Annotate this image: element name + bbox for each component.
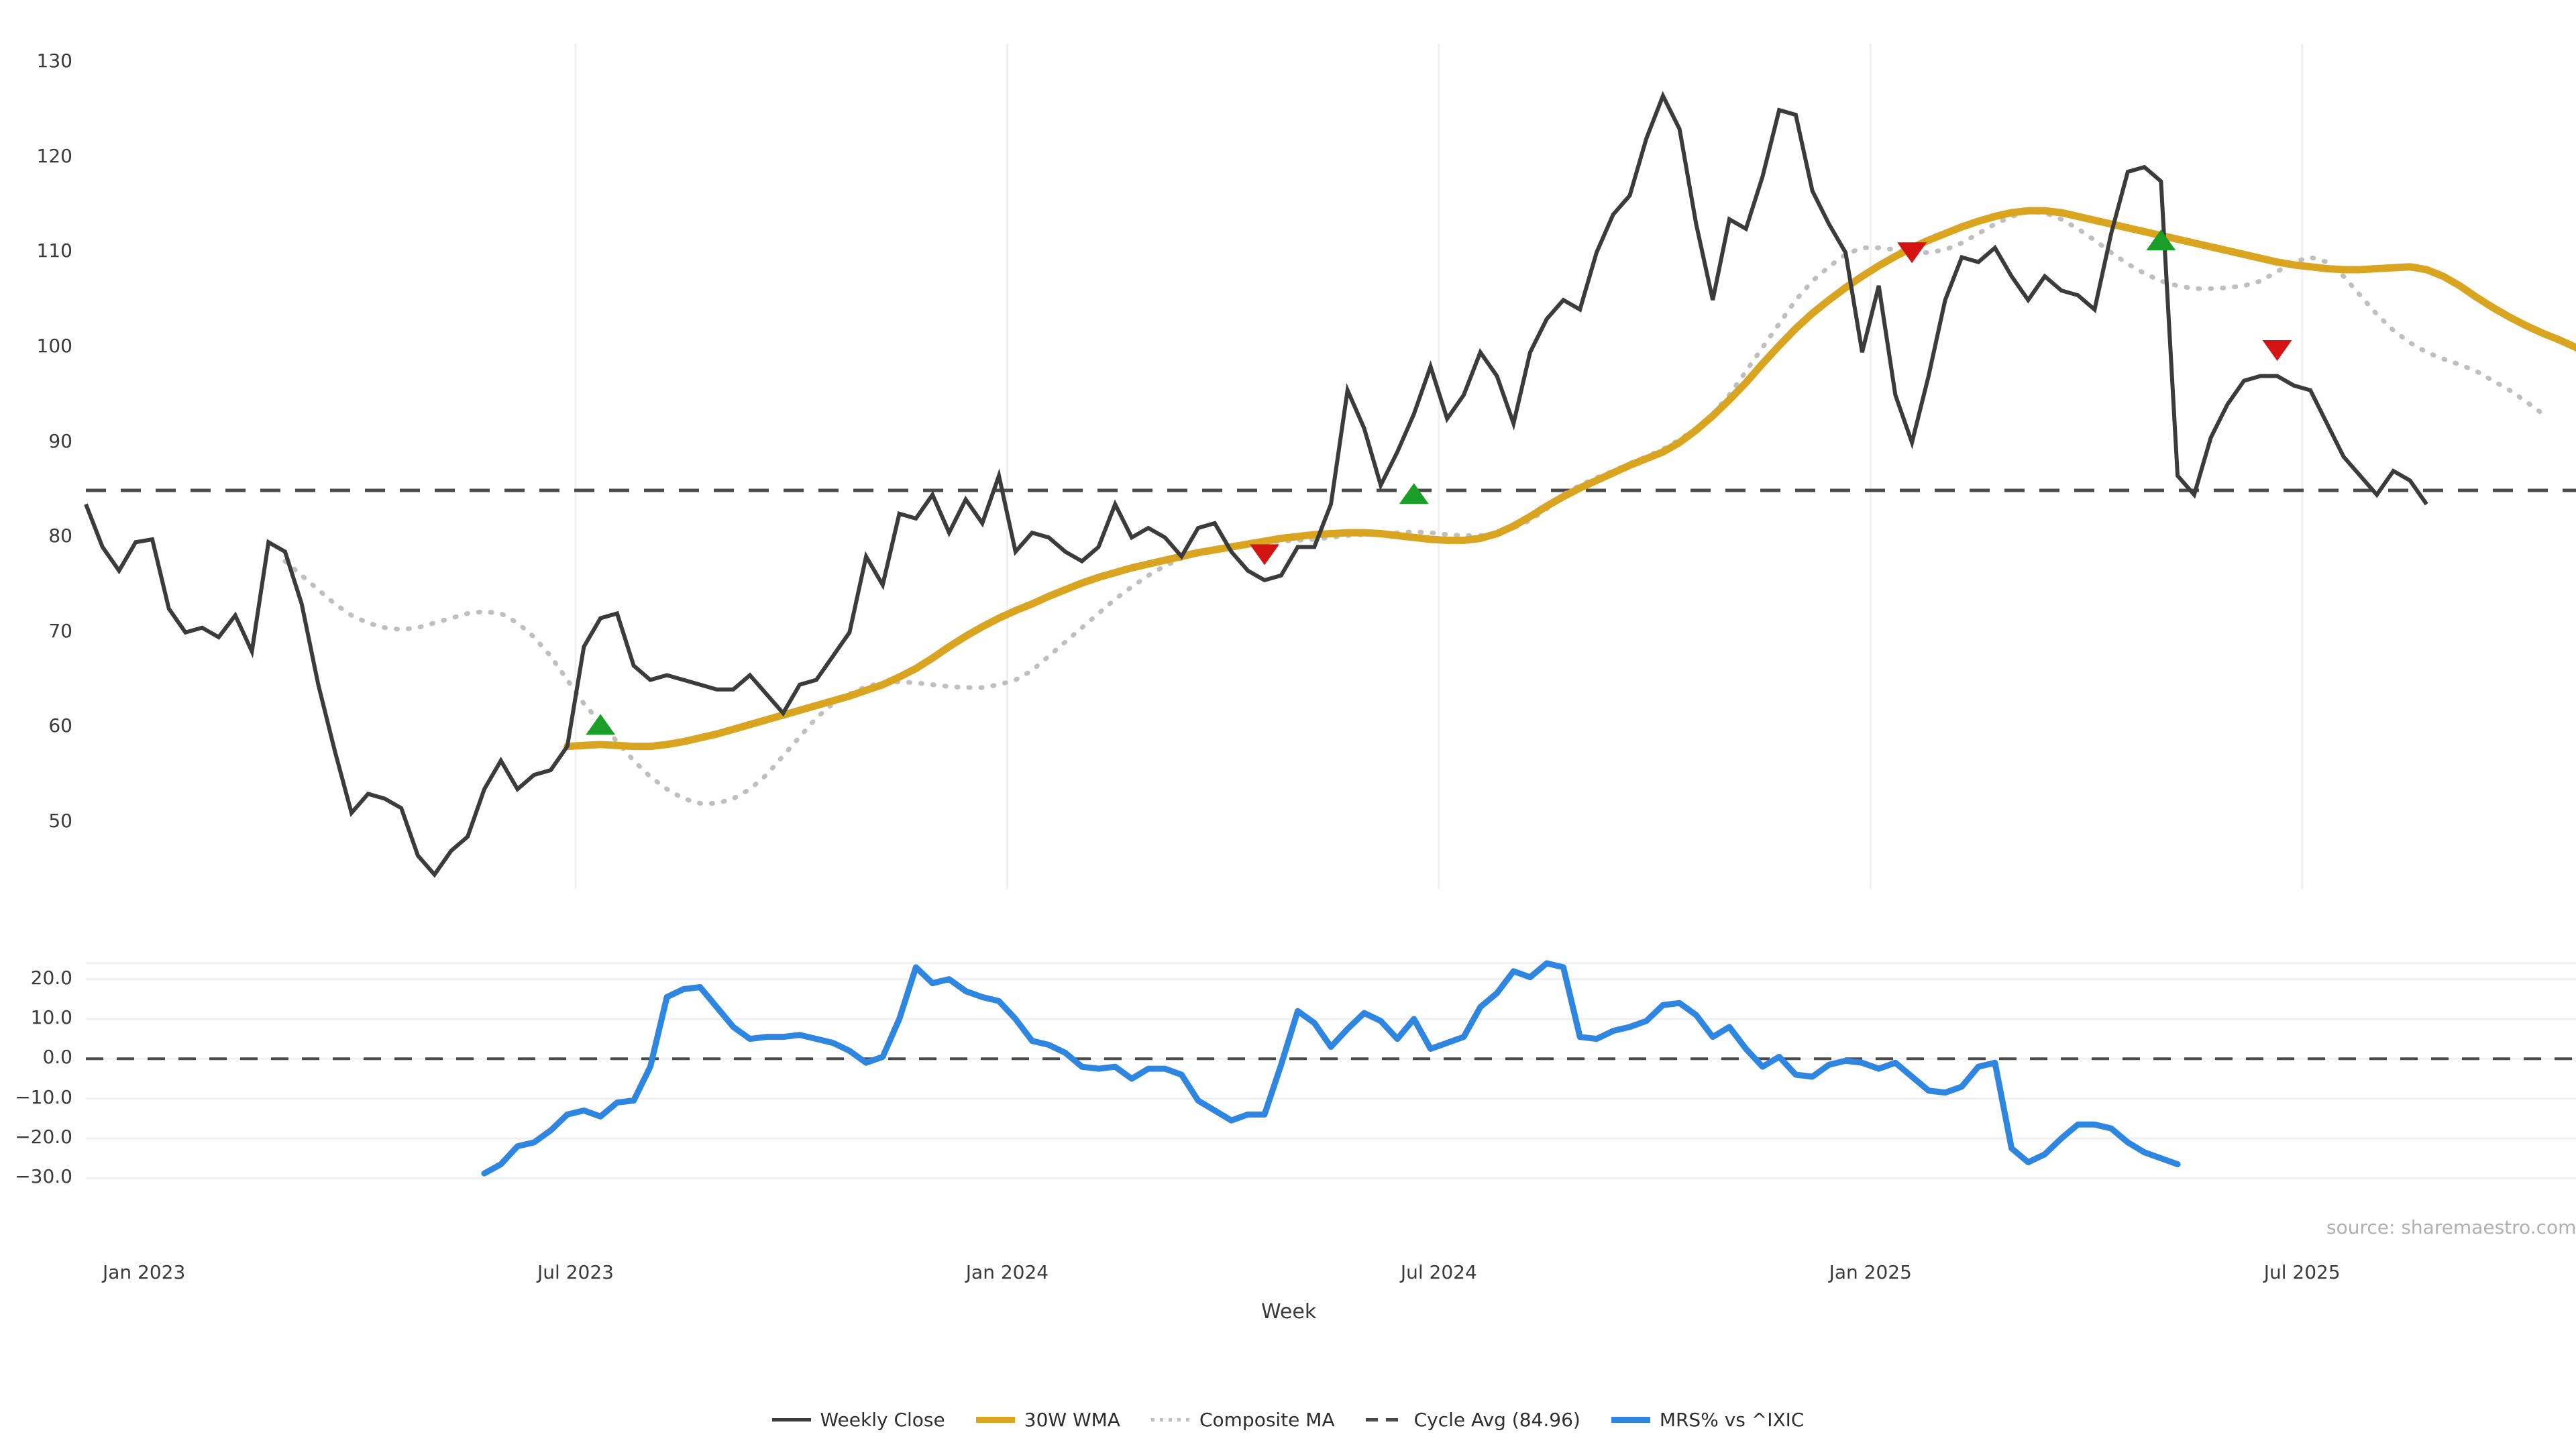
wma-line <box>564 207 2576 751</box>
weekly-close-line <box>84 91 2428 878</box>
legend-item[interactable]: Cycle Avg (84.96) <box>1365 1409 1580 1431</box>
legend-item[interactable]: 30W WMA <box>975 1409 1120 1431</box>
price-chart-canvas <box>0 0 2576 939</box>
mrs-plot-background <box>0 939 2576 1355</box>
price-y-tick: 80 <box>48 525 72 547</box>
x-tick: Jan 2023 <box>102 1261 186 1283</box>
x-tick: Jul 2025 <box>2263 1261 2341 1283</box>
sell-signal-marker <box>1897 242 1927 264</box>
legend-label: Composite MA <box>1199 1409 1335 1431</box>
legend-item[interactable]: Weekly Close <box>771 1409 945 1431</box>
legend-swatch <box>771 1418 811 1421</box>
legend-item[interactable]: MRS% vs ^IXIC <box>1611 1409 1805 1431</box>
sell-signal-marker <box>1250 544 1280 566</box>
mrs-y-tick: −10.0 <box>15 1085 72 1108</box>
price-y-tick: 110 <box>36 239 72 262</box>
buy-signal-marker <box>2146 229 2176 251</box>
legend-label: Weekly Close <box>820 1409 945 1431</box>
price-y-tick: 100 <box>36 335 72 358</box>
legend-label: 30W WMA <box>1024 1409 1120 1431</box>
mrs-line <box>481 960 2181 1177</box>
legend-label: MRS% vs ^IXIC <box>1659 1409 1805 1431</box>
x-tick: Jul 2023 <box>537 1261 614 1283</box>
legend-swatch <box>1365 1418 1405 1421</box>
price-y-tick: 70 <box>48 619 72 642</box>
price-y-tick: 130 <box>36 50 72 72</box>
x-tick: Jan 2025 <box>1829 1261 1912 1283</box>
legend-item[interactable]: Composite MA <box>1150 1409 1335 1431</box>
chart-legend: Weekly Close 30W WMA Composite MA Cycle Avg… <box>0 1409 2576 1431</box>
price-y-tick: 60 <box>48 714 72 737</box>
mrs-y-tick: −20.0 <box>15 1125 72 1148</box>
mrs-y-tick: 20.0 <box>30 966 72 989</box>
x-tick: Jul 2024 <box>1400 1261 1477 1283</box>
legend-swatch <box>975 1417 1015 1423</box>
mrs-y-tick: 10.0 <box>30 1006 72 1028</box>
price-plot-background <box>0 0 2576 939</box>
mrs-y-tick: 0.0 <box>42 1046 72 1069</box>
sell-signal-marker <box>2262 340 2292 362</box>
price-y-tick: 120 <box>36 144 72 167</box>
legend-label: Cycle Avg (84.96) <box>1413 1409 1580 1431</box>
price-y-tick: 50 <box>48 809 72 832</box>
source-watermark: source: sharemaestro.com <box>2326 1216 2576 1238</box>
x-tick: Jan 2024 <box>965 1261 1049 1283</box>
mrs-y-tick: −30.0 <box>15 1165 72 1188</box>
legend-swatch <box>1150 1418 1190 1421</box>
legend-swatch <box>1611 1417 1650 1423</box>
x-axis-label: Week <box>1261 1300 1317 1324</box>
buy-signal-marker <box>1399 483 1429 504</box>
mrs-chart-canvas <box>0 939 2576 1355</box>
price-y-tick: 90 <box>48 429 72 452</box>
buy-signal-marker <box>586 714 616 735</box>
